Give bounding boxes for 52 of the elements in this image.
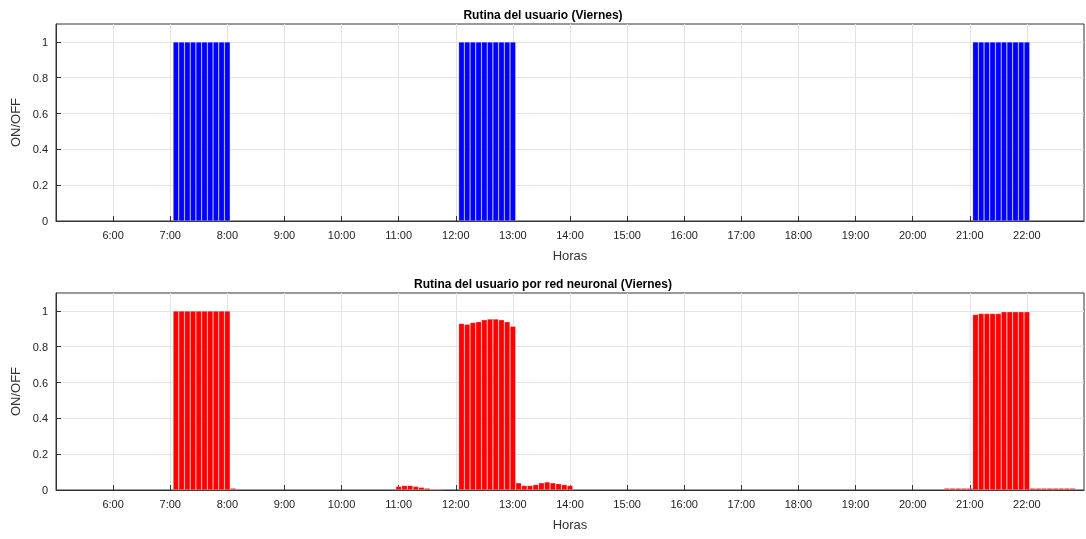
y-tick-label: 0: [41, 484, 48, 496]
y-tick-label: 0.6: [32, 376, 48, 389]
x-tick-label: 6:00: [102, 497, 124, 510]
y-tick-label: 0.4: [32, 412, 48, 425]
x-tick-label: 20:00: [898, 228, 927, 241]
x-tick-label: 10:00: [327, 228, 356, 241]
x-tick-label: 22:00: [1013, 497, 1041, 510]
x-tick-label: 18:00: [784, 228, 813, 241]
x-tick-label: 21:00: [956, 497, 984, 510]
x-tick-label: 13:00: [499, 497, 527, 510]
x-tick-label: 20:00: [898, 497, 927, 510]
y-axis-title: ON/OFF: [7, 366, 23, 417]
x-tick-label: 6:00: [102, 228, 124, 241]
x-tick-label: 8:00: [216, 497, 239, 510]
x-tick-label: 14:00: [556, 228, 584, 241]
y-tick-label: 0.2: [32, 179, 48, 192]
x-tick-label: 8:00: [216, 228, 239, 241]
y-tick-label: 1: [41, 304, 48, 317]
x-tick-label: 22:00: [1013, 228, 1041, 241]
chart-title: Rutina del usuario (Viernes): [463, 8, 623, 22]
x-axis-title: Horas: [552, 248, 588, 263]
x-tick-label: 9:00: [273, 497, 296, 510]
x-tick-label: 15:00: [613, 228, 641, 241]
y-tick-label: 0: [41, 215, 48, 227]
y-axis-title: ON/OFF: [7, 97, 23, 148]
x-tick-label: 14:00: [556, 497, 584, 510]
x-tick-label: 17:00: [727, 497, 756, 510]
x-tick-label: 17:00: [727, 228, 756, 241]
x-tick-label: 19:00: [841, 228, 870, 241]
x-tick-label: 9:00: [273, 228, 296, 241]
x-tick-label: 12:00: [442, 228, 470, 241]
y-tick-label: 0.8: [32, 340, 48, 353]
x-tick-label: 16:00: [670, 497, 698, 510]
x-tick-label: 12:00: [442, 497, 470, 510]
x-tick-label: 18:00: [784, 497, 813, 510]
x-tick-label: 11:00: [385, 228, 413, 241]
x-tick-label: 15:00: [613, 497, 641, 510]
x-axis-title: Horas: [552, 517, 588, 532]
x-tick-label: 21:00: [956, 228, 984, 241]
x-tick-label: 16:00: [670, 228, 698, 241]
x-tick-label: 11:00: [385, 497, 413, 510]
y-tick-label: 0.4: [32, 143, 48, 156]
x-tick-label: 19:00: [841, 497, 870, 510]
y-tick-label: 0.2: [32, 448, 48, 461]
x-tick-label: 10:00: [327, 497, 356, 510]
x-tick-label: 13:00: [499, 228, 527, 241]
chart-title: Rutina del usuario por red neuronal (Viernes): [414, 277, 672, 291]
x-tick-label: 7:00: [159, 228, 181, 241]
y-tick-label: 0.6: [32, 107, 48, 120]
x-tick-label: 7:00: [159, 497, 181, 510]
y-tick-label: 0.8: [32, 71, 48, 84]
y-tick-label: 1: [41, 35, 48, 48]
